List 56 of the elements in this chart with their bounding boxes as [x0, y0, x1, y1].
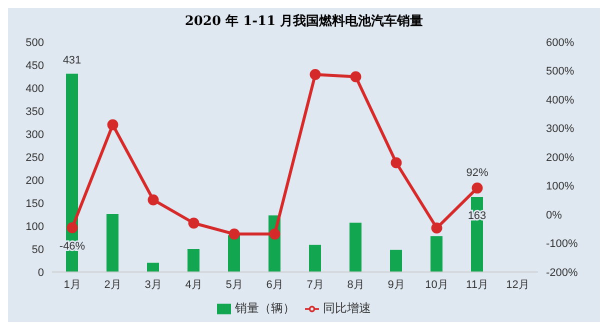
y-tick-label: 0	[38, 266, 44, 279]
y2-tick-label: 100%	[546, 180, 574, 193]
y2-tick-label: 500%	[546, 66, 574, 78]
bar	[228, 235, 240, 272]
y2-tick-label: -200%	[546, 266, 578, 279]
point	[269, 228, 280, 240]
y-tick-label: 50	[32, 244, 44, 256]
y-tick-label: 500	[26, 36, 44, 49]
x-tick-label: 1月	[64, 278, 81, 291]
y-tick-label: 300	[26, 128, 44, 141]
bar	[430, 236, 442, 272]
point	[148, 194, 159, 206]
y2-tick-label: 300%	[546, 123, 574, 136]
y-tick-label: 250	[26, 152, 44, 164]
y2-tick-label: 400%	[546, 94, 574, 106]
y-tick-label: 150	[26, 198, 44, 210]
bar	[147, 262, 159, 272]
x-tick-label: 11月	[466, 278, 488, 291]
x-tick-label: 8月	[347, 278, 364, 291]
legend-label: 同比增速	[323, 301, 371, 315]
x-tick-label: 2月	[104, 278, 122, 291]
point	[188, 218, 200, 229]
x-tick-label: 7月	[306, 278, 324, 291]
bar	[188, 249, 200, 272]
bar	[350, 222, 362, 272]
point	[310, 68, 321, 80]
y-tick-label: 350	[26, 106, 44, 118]
chart-title: 2020 年 1-11 月我国燃料电池汽车销量	[184, 12, 424, 31]
y-tick-label: 400	[26, 82, 44, 95]
y2-tick-label: 0%	[546, 209, 562, 222]
x-tick-label: 5月	[226, 278, 243, 291]
x-tick-label: 6月	[266, 278, 284, 291]
y2-tick-label: 600%	[546, 36, 574, 49]
bar	[309, 244, 321, 272]
legend-label: 销量（辆）	[235, 301, 295, 315]
y2-tick-label: 200%	[546, 152, 574, 164]
y-tick-label: 100	[26, 220, 44, 233]
y-tick-label: 200	[26, 174, 44, 187]
x-tick-label: 4月	[185, 278, 202, 291]
data-label: 92%	[466, 167, 488, 180]
x-tick-label: 10月	[425, 278, 448, 291]
y-tick-label: 450	[26, 60, 44, 72]
point	[472, 182, 483, 194]
point	[390, 157, 402, 168]
point	[66, 222, 78, 234]
x-tick-label: 3月	[144, 278, 162, 291]
bar	[106, 214, 118, 272]
y2-tick-label: -100%	[546, 238, 578, 250]
x-tick-label: 9月	[388, 278, 405, 291]
bar	[390, 250, 402, 272]
point	[350, 71, 362, 82]
data-label: 431	[62, 54, 82, 67]
point	[228, 228, 240, 240]
x-tick-label: 12月	[506, 278, 530, 291]
point	[431, 222, 442, 234]
point	[107, 119, 118, 130]
